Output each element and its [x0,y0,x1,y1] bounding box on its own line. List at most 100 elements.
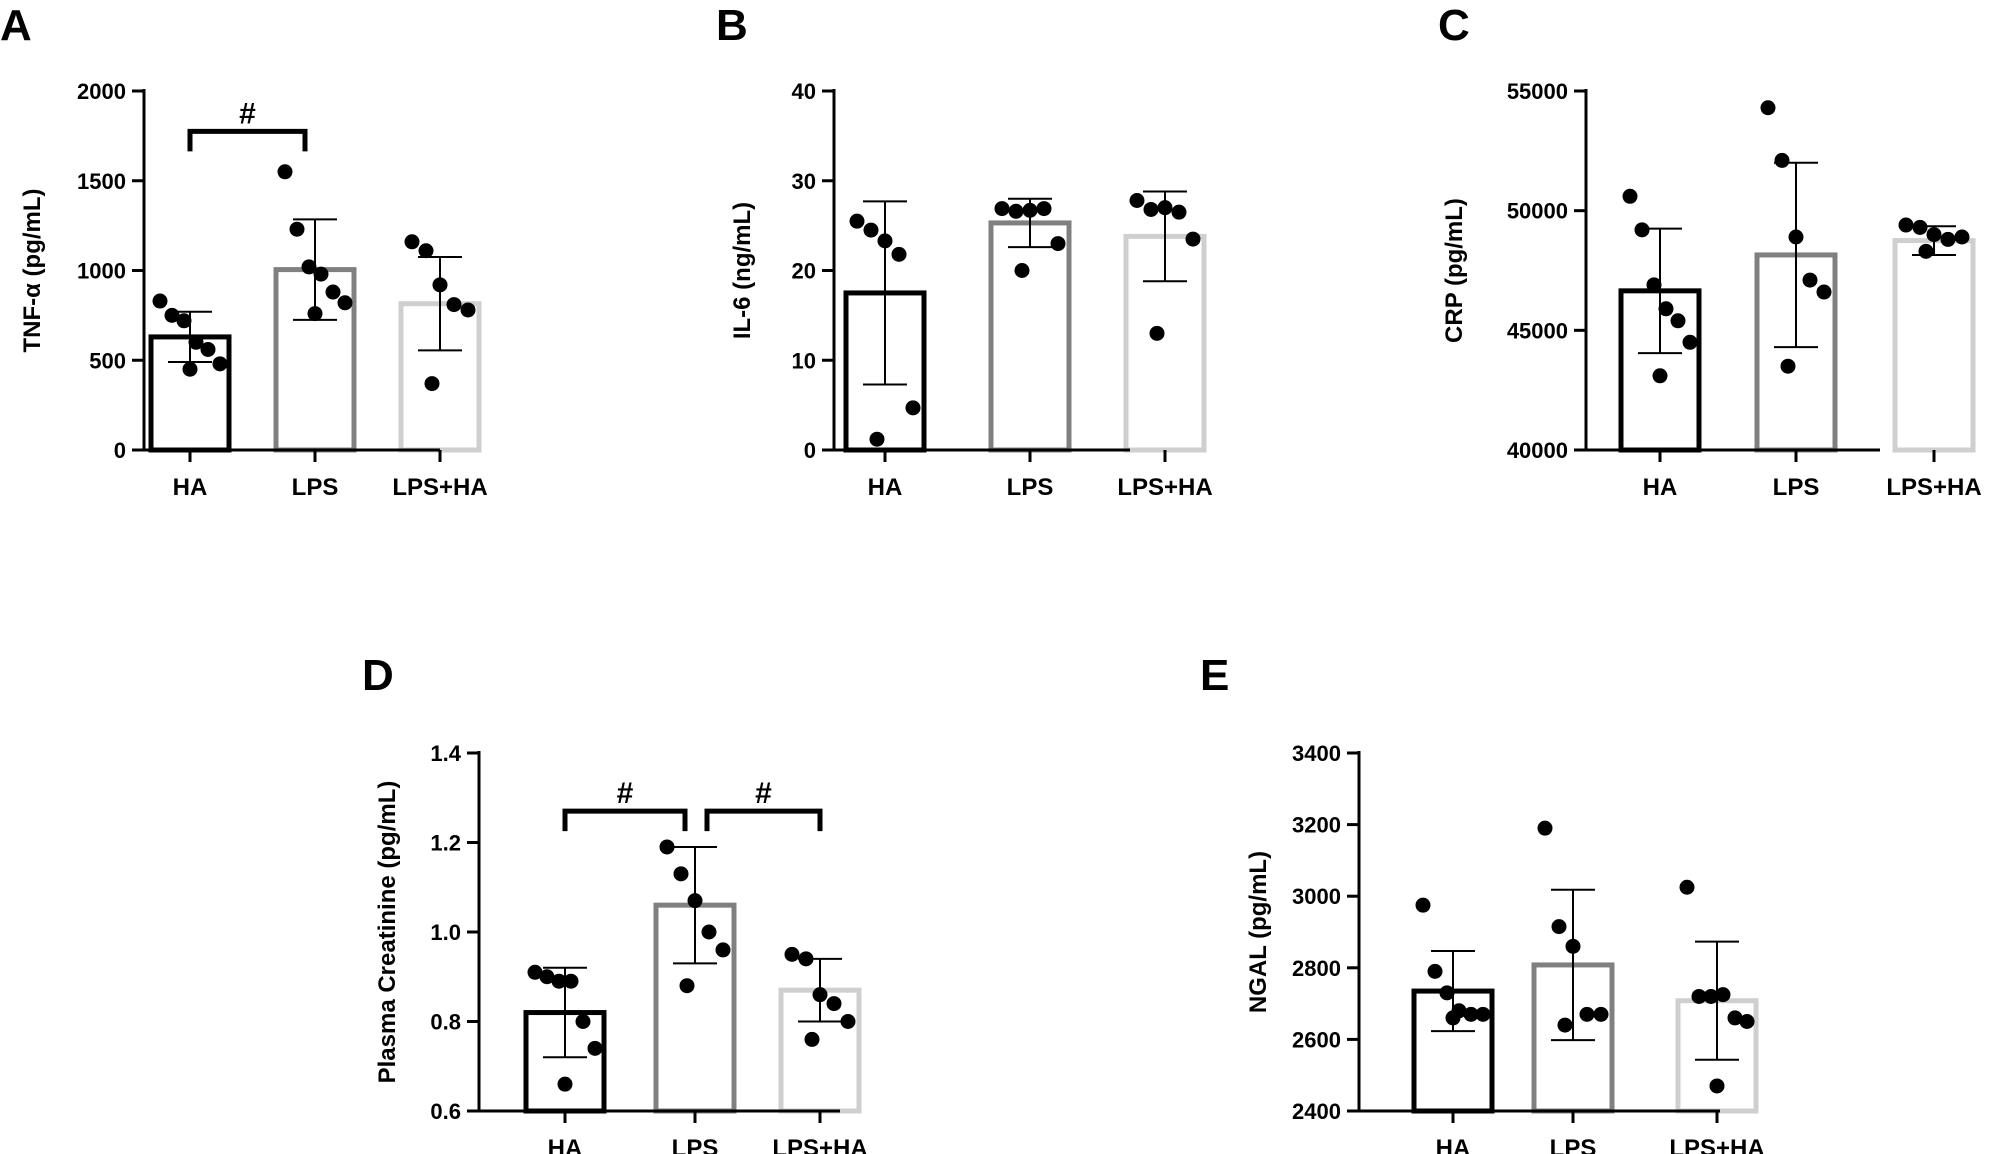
data-point [1940,231,1956,247]
significance-bracket [562,808,688,832]
data-point [557,1076,573,1092]
data-point [701,924,717,940]
data-point [1537,820,1553,836]
data-point [587,1040,603,1056]
data-point [1926,227,1942,243]
data-point [1658,301,1674,317]
data-point [1050,236,1066,252]
data-point [863,222,879,238]
y-tick-label: 0.8 [430,1010,461,1035]
data-point [1143,201,1159,217]
data-point [551,973,567,989]
data-point [679,978,695,994]
data-point [1679,879,1695,895]
data-point [1816,284,1832,300]
y-tick-label: 1.4 [430,741,461,766]
data-point [784,946,800,962]
panel-letter-a: A [0,1,32,50]
data-point [1445,1010,1461,1026]
data-point [1439,985,1455,1001]
panel-letter-b: B [716,1,748,50]
x-tick-label: LPS [1007,474,1054,501]
data-point [1014,263,1030,278]
data-point [877,233,893,249]
data-point [325,284,341,300]
data-point [812,987,828,1003]
data-point [1593,1006,1609,1022]
x-tick-label: LPS [672,1135,719,1154]
x-tick-label: LPS+HA [1669,1135,1764,1154]
data-point [994,201,1010,217]
y-tick-label: 0 [114,438,126,463]
data-point [1780,358,1796,374]
data-point [1551,919,1567,935]
data-point [1670,313,1686,329]
data-point [1157,200,1173,216]
data-point [1171,204,1187,220]
y-tick-label: 3200 [1292,813,1341,838]
panel-il-6: 0 10 20 30 40 HA LPS LPS+HA IL-6 (ng/mL) [729,79,1213,501]
y-tick-label: 3000 [1292,884,1341,909]
data-point [798,951,814,967]
x-tick-label: LPS+HA [392,474,487,501]
data-point [301,259,317,275]
data-point [277,164,293,180]
data-point [1760,100,1776,116]
data-point [307,306,323,322]
data-point [563,973,579,989]
y-tick-label: 1500 [77,169,126,194]
x-tick-label: LPS [1773,474,1820,501]
x-tick-label: HA [173,474,208,501]
data-point [715,942,731,958]
data-point [313,266,329,282]
data-point [1802,272,1818,288]
significance-label: # [239,97,256,130]
x-tick-label: LPS [292,474,339,501]
panel-letter-d: D [362,651,394,700]
data-point [1579,1006,1595,1022]
data-point [575,1014,591,1029]
x-tick-label: HA [548,1135,583,1154]
data-point [1774,152,1790,168]
y-tick-label: 30 [792,169,816,194]
bar-lps-plus-ha [1892,238,1976,453]
data-point [869,431,885,447]
data-point [152,293,168,309]
data-point [1475,1006,1491,1022]
x-tick-label: LPS+HA [1117,474,1212,501]
significance-label: # [755,777,772,810]
data-point [1036,201,1052,217]
data-point [1022,202,1038,218]
x-tick-label: HA [868,474,903,501]
y-tick-label: 45000 [1507,318,1568,343]
x-tick-label: LPS+HA [772,1135,867,1154]
y-tick-label: 3400 [1292,741,1341,766]
data-point [804,1031,820,1047]
x-tick-label: LPS [1550,1135,1597,1154]
y-tick-label: 0.6 [430,1099,461,1124]
data-point [1622,188,1638,204]
y-tick-label: 1.0 [430,920,461,945]
panel-tnf-alpha: 0 500 1000 1500 2000 HA LPS LPS+HA TNF-α (pg/mL)… [19,79,488,501]
data-point [212,356,228,372]
data-point [1415,897,1431,913]
data-point [1739,1014,1755,1029]
data-point [164,307,180,323]
data-point [905,400,921,416]
data-point [446,297,462,313]
data-point [1912,219,1928,235]
data-point [1129,192,1145,208]
y-axis-title: Plasma Creatinine (pg/mL) [374,781,401,1084]
data-point [1185,231,1201,247]
data-point [1788,229,1804,245]
data-point [200,341,216,357]
y-tick-label: 10 [792,348,816,373]
y-tick-label: 55000 [1507,79,1568,104]
data-point [176,313,192,329]
y-tick-label: 1.2 [430,831,461,856]
x-tick-label: HA [1643,474,1678,501]
x-tick-label: HA [1436,1135,1471,1154]
y-tick-label: 40 [792,79,816,104]
y-tick-label: 20 [792,259,816,284]
data-point [1954,229,1970,245]
